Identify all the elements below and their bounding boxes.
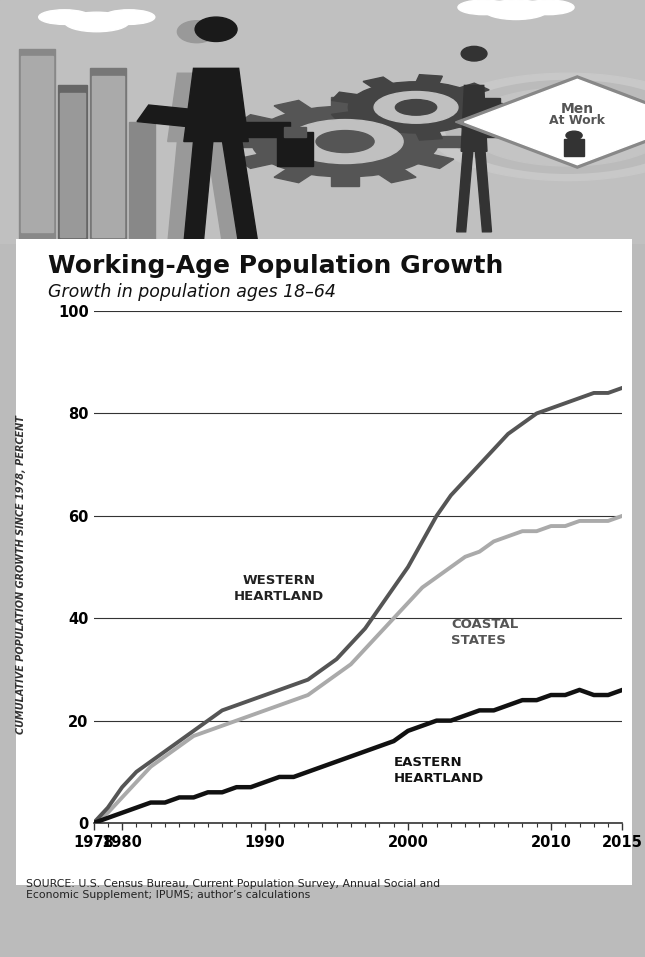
Polygon shape bbox=[168, 142, 197, 244]
Text: EASTERN
HEARTLAND: EASTERN HEARTLAND bbox=[393, 756, 484, 786]
Bar bbox=[415, 154, 454, 168]
Text: Working-Age Population Growth: Working-Age Population Growth bbox=[48, 254, 504, 278]
Polygon shape bbox=[475, 151, 491, 232]
Circle shape bbox=[287, 120, 403, 164]
Text: CUMULATIVE POPULATION GROWTH SINCE 1978, PERCENT: CUMULATIVE POPULATION GROWTH SINCE 1978,… bbox=[15, 414, 26, 734]
Bar bbox=[236, 115, 275, 129]
Text: COASTAL
STATES: COASTAL STATES bbox=[451, 618, 518, 647]
Polygon shape bbox=[223, 142, 258, 244]
Circle shape bbox=[464, 88, 645, 166]
Bar bbox=[363, 125, 395, 138]
Bar bbox=[415, 75, 442, 85]
Ellipse shape bbox=[484, 0, 548, 19]
Circle shape bbox=[374, 92, 458, 123]
Bar bbox=[332, 92, 361, 103]
Ellipse shape bbox=[64, 12, 129, 32]
Bar bbox=[377, 168, 416, 183]
Polygon shape bbox=[564, 139, 584, 156]
Bar bbox=[284, 127, 306, 137]
Circle shape bbox=[445, 80, 645, 173]
Bar bbox=[19, 49, 55, 244]
Ellipse shape bbox=[103, 10, 155, 24]
Bar bbox=[137, 105, 199, 126]
Text: Men: Men bbox=[561, 101, 594, 116]
Bar bbox=[484, 98, 500, 137]
Bar bbox=[479, 103, 502, 112]
Bar bbox=[331, 97, 359, 108]
Ellipse shape bbox=[566, 131, 582, 140]
Bar bbox=[434, 136, 462, 147]
Ellipse shape bbox=[195, 17, 237, 41]
Ellipse shape bbox=[461, 46, 487, 61]
Bar bbox=[242, 122, 290, 137]
FancyBboxPatch shape bbox=[7, 230, 641, 895]
Text: SOURCE: U.S. Census Bureau, Current Population Survey, Annual Social and
Economi: SOURCE: U.S. Census Bureau, Current Popu… bbox=[26, 879, 440, 901]
Bar bbox=[415, 115, 454, 129]
Bar bbox=[228, 136, 256, 147]
Text: At Work: At Work bbox=[550, 114, 605, 127]
Bar bbox=[457, 83, 489, 96]
Polygon shape bbox=[184, 68, 248, 142]
Bar bbox=[415, 130, 442, 140]
Circle shape bbox=[316, 130, 374, 152]
Circle shape bbox=[426, 73, 645, 181]
Polygon shape bbox=[206, 142, 242, 244]
Bar bbox=[236, 154, 275, 168]
Bar bbox=[274, 168, 313, 183]
Bar bbox=[457, 120, 489, 132]
Ellipse shape bbox=[39, 10, 90, 24]
Circle shape bbox=[252, 106, 439, 177]
Bar bbox=[332, 111, 361, 122]
Polygon shape bbox=[168, 73, 232, 142]
Ellipse shape bbox=[458, 0, 510, 14]
Bar bbox=[331, 175, 359, 186]
Ellipse shape bbox=[177, 21, 216, 43]
Bar bbox=[21, 56, 53, 232]
Bar bbox=[377, 100, 416, 115]
Bar bbox=[274, 100, 313, 115]
Polygon shape bbox=[461, 85, 487, 151]
Bar bbox=[90, 68, 126, 244]
Polygon shape bbox=[464, 79, 645, 165]
Bar bbox=[129, 122, 155, 244]
Circle shape bbox=[348, 81, 484, 133]
Text: WESTERN
HEARTLAND: WESTERN HEARTLAND bbox=[234, 574, 324, 603]
Bar bbox=[277, 132, 313, 166]
Circle shape bbox=[395, 100, 437, 115]
Polygon shape bbox=[455, 76, 645, 168]
Ellipse shape bbox=[522, 0, 574, 14]
Bar bbox=[58, 85, 87, 244]
Bar bbox=[60, 93, 85, 236]
Bar bbox=[92, 76, 124, 236]
Text: Growth in population ages 18–64: Growth in population ages 18–64 bbox=[48, 283, 336, 301]
Bar bbox=[363, 78, 395, 89]
Polygon shape bbox=[457, 151, 473, 232]
Polygon shape bbox=[184, 142, 213, 244]
